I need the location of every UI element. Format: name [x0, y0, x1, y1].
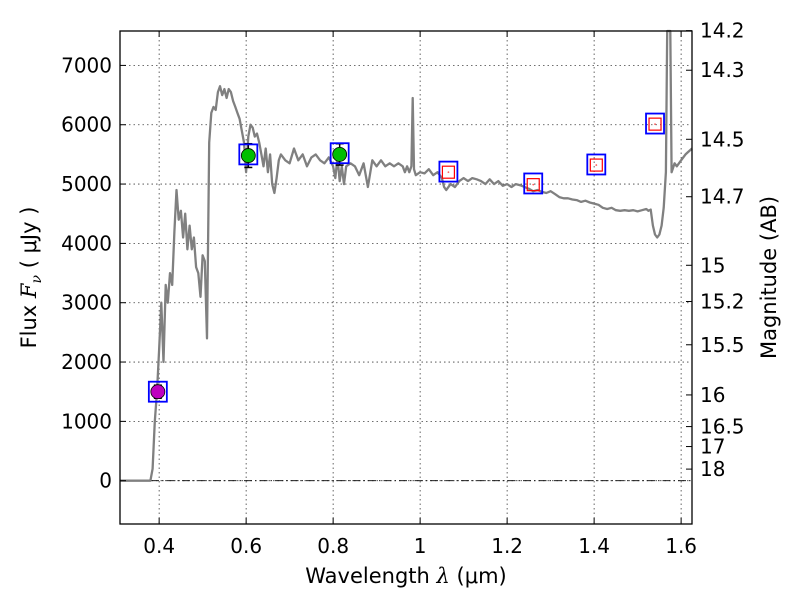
y-axis-title-symbol: F [17, 282, 41, 299]
x-tick-label: 0.8 [317, 534, 349, 558]
magnitude-tick-label: 18 [700, 457, 725, 481]
upper-limit-dot [654, 123, 656, 126]
y-tick-label: 1000 [61, 409, 112, 433]
magnitude-tick-label: 15 [700, 253, 725, 277]
x-tick-label: 1.2 [491, 534, 523, 558]
model-band-marker [238, 143, 259, 166]
x-axis-title: Wavelength λ (μm) [305, 564, 506, 588]
y-tick-label: 4000 [61, 231, 112, 255]
magnitude-tick-label: 16 [700, 383, 725, 407]
y-tick-label: 2000 [61, 350, 112, 374]
magnitude-axis-title: Magnitude (AB) [757, 196, 781, 359]
y-axis-title-prefix: Flux [17, 305, 41, 349]
upper-limit-marker [589, 158, 603, 172]
upper-limit-marker [441, 165, 456, 179]
x-tick-label: 1.4 [578, 534, 610, 558]
upper-limit-dot [595, 164, 598, 166]
y-axis-title-unit: ( μJy ) [17, 207, 41, 269]
magnitude-tick-label: 14.3 [700, 58, 745, 82]
y-tick-label: 6000 [61, 113, 112, 137]
y-tick-label: 0 [99, 469, 112, 493]
model-band-marker [586, 153, 607, 176]
magnitude-tick-label: 14.5 [700, 127, 745, 151]
grid [120, 31, 692, 524]
y-axis-title: Flux Fν ( μJy ) [17, 207, 45, 349]
axis-ticks: 0.4 0.6 0.8 1 1.2 1.4 1.6 0 1000 2000 3000 4000 5000… [61, 19, 744, 558]
y-tick-label: 7000 [61, 53, 112, 77]
magnitude-tick-label: 14.7 [700, 185, 745, 209]
magnitude-tick-label: 16.5 [700, 415, 745, 439]
x-tick-label: 1 [414, 534, 427, 558]
y-tick-label: 5000 [61, 172, 112, 196]
magnitude-tick-label: 15.2 [700, 290, 745, 314]
magnitude-tick-label: 15.5 [700, 333, 745, 357]
model-band-marker [645, 112, 665, 135]
x-axis-title-unit: (μm) [457, 564, 507, 588]
model-band-marker [523, 172, 544, 195]
model-spectrum-line [120, 29, 693, 482]
photometry-markers [147, 112, 665, 403]
upper-limit-dot [532, 183, 535, 186]
upper-limit-marker [648, 117, 662, 131]
plot-frame [119, 30, 693, 525]
observed-flux-point [240, 148, 256, 163]
upper-limit-dot [447, 171, 450, 174]
model-band-marker [329, 142, 350, 165]
magnitude-tick-label: 17 [700, 435, 725, 459]
model-band-marker [438, 160, 459, 183]
observed-flux-point [332, 146, 348, 162]
x-axis-title-prefix: Wavelength [305, 564, 430, 588]
observed-flux-point [150, 384, 166, 400]
upper-limit-marker [526, 178, 540, 192]
magnitude-tick-label: 14.2 [700, 19, 745, 43]
x-tick-label: 0.4 [143, 534, 175, 558]
y-axis-title-subscript: ν [29, 275, 45, 284]
x-tick-label: 0.6 [230, 534, 262, 558]
model-band-marker [147, 380, 168, 403]
x-tick-label: 1.6 [665, 534, 697, 558]
y-tick-label: 3000 [61, 291, 112, 315]
x-axis-title-symbol: λ [436, 564, 450, 588]
